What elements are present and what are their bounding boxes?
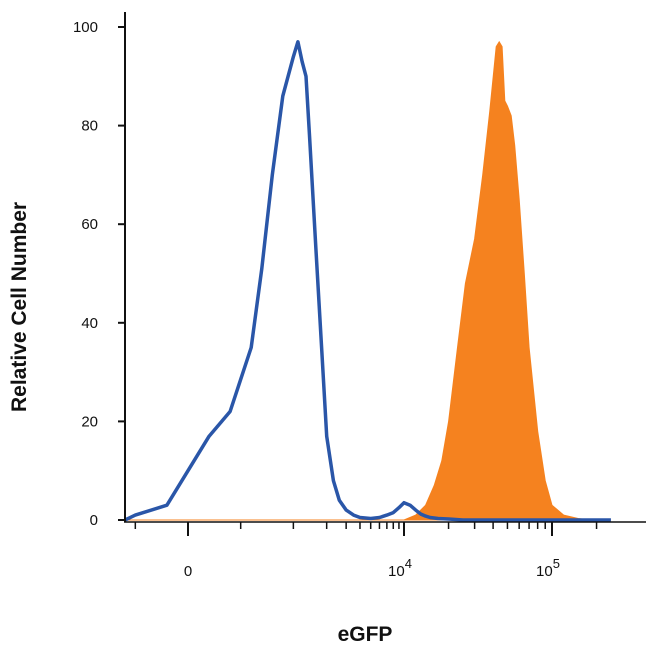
y-tick-label: 80 — [81, 118, 98, 135]
plot-area — [124, 40, 611, 522]
x-tick-label: 104 — [388, 556, 412, 580]
y-tick-label: 0 — [90, 512, 98, 529]
x-tick-label: 105 — [536, 556, 560, 580]
y-tick-label: 20 — [81, 413, 98, 430]
x-tick-label: 0 — [184, 563, 192, 580]
y-tick-label: 60 — [81, 216, 98, 233]
series-filled-histogram — [125, 40, 611, 521]
series-outline-histogram — [124, 40, 611, 522]
tick-marks — [118, 26, 598, 536]
axes — [124, 12, 646, 523]
x-tick-labels: 0 104 105 — [184, 556, 560, 580]
y-tick-label: 40 — [81, 315, 98, 332]
y-tick-labels: 0 20 40 60 80 100 — [73, 19, 98, 529]
y-axis-title: Relative Cell Number — [8, 202, 31, 412]
x-axis-title: eGFP — [338, 623, 393, 646]
y-tick-label: 100 — [73, 19, 98, 36]
